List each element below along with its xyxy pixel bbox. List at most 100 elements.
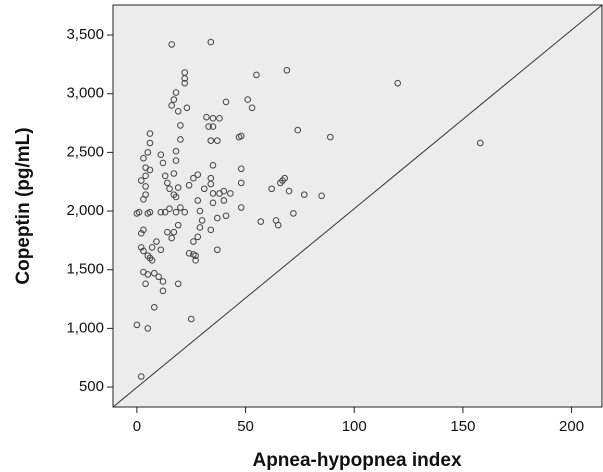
- point: [137, 230, 145, 237]
- point: [190, 174, 197, 182]
- point: [209, 123, 217, 130]
- point: [327, 133, 334, 141]
- point: [227, 190, 234, 197]
- point: [190, 238, 197, 245]
- point: [172, 193, 180, 201]
- point: [174, 221, 182, 229]
- x-tick-label: 200: [559, 418, 584, 435]
- point: [222, 98, 230, 106]
- point: [159, 278, 167, 285]
- point: [142, 183, 149, 190]
- point: [142, 280, 149, 288]
- point: [207, 226, 215, 234]
- point: [237, 204, 245, 211]
- y-tick-label: 2,000: [66, 202, 104, 219]
- point: [153, 238, 160, 245]
- point: [142, 172, 149, 180]
- point: [274, 221, 282, 229]
- y-tick-label: 1,500: [66, 261, 104, 278]
- point: [220, 187, 228, 195]
- x-tick-label: 0: [133, 418, 141, 435]
- point: [209, 115, 217, 122]
- point: [166, 205, 173, 212]
- point: [172, 208, 180, 216]
- point: [164, 179, 171, 187]
- point: [148, 244, 156, 251]
- point: [194, 233, 202, 241]
- x-tick-label: 100: [342, 418, 367, 435]
- point: [140, 154, 147, 162]
- point: [164, 228, 171, 236]
- point: [168, 102, 175, 109]
- y-tick-label: 500: [79, 378, 104, 395]
- point: [177, 204, 184, 211]
- point: [253, 71, 260, 79]
- point: [150, 303, 158, 311]
- point: [166, 185, 173, 193]
- point: [207, 174, 215, 182]
- point: [198, 217, 206, 224]
- point: [170, 96, 178, 103]
- y-tick-label: 3,500: [66, 26, 104, 43]
- reference-line: [112, 4, 603, 408]
- point: [137, 244, 145, 251]
- point: [159, 159, 167, 167]
- point: [146, 208, 154, 216]
- point: [248, 104, 256, 112]
- point: [181, 79, 189, 87]
- point: [140, 268, 147, 276]
- x-tick-label: 150: [450, 418, 475, 435]
- point: [157, 208, 165, 216]
- point: [146, 130, 154, 137]
- point: [172, 89, 180, 96]
- point: [476, 139, 484, 147]
- point: [140, 226, 147, 234]
- point: [203, 113, 210, 121]
- point: [194, 197, 202, 204]
- x-tick-label: 50: [237, 418, 254, 435]
- point: [146, 139, 154, 147]
- point: [220, 197, 228, 204]
- point: [144, 325, 152, 332]
- point: [185, 181, 193, 189]
- point: [133, 321, 141, 329]
- point: [185, 249, 193, 257]
- y-tick-label: 2,500: [66, 143, 104, 160]
- point: [209, 161, 217, 169]
- point: [172, 157, 180, 164]
- point: [216, 115, 223, 122]
- point: [177, 122, 184, 129]
- point: [194, 171, 202, 178]
- point: [300, 191, 308, 198]
- point: [155, 273, 162, 281]
- point: [144, 149, 152, 156]
- point: [172, 147, 180, 155]
- point: [200, 185, 208, 193]
- point: [142, 164, 149, 171]
- point: [209, 190, 217, 197]
- point: [137, 373, 145, 380]
- point: [170, 228, 178, 236]
- point: [294, 126, 302, 134]
- point: [214, 137, 221, 144]
- point: [133, 210, 141, 217]
- point: [214, 214, 221, 222]
- point: [183, 104, 191, 112]
- point: [150, 269, 158, 277]
- point: [187, 315, 195, 323]
- point: [148, 257, 156, 264]
- point: [281, 174, 288, 182]
- point: [214, 246, 221, 254]
- point: [157, 246, 165, 254]
- point: [157, 151, 165, 159]
- point: [268, 185, 275, 193]
- point: [144, 252, 152, 259]
- point: [168, 234, 175, 242]
- point: [181, 208, 189, 216]
- point: [205, 123, 212, 130]
- point: [196, 224, 204, 231]
- point: [174, 108, 182, 115]
- point: [161, 172, 169, 180]
- point: [174, 184, 182, 191]
